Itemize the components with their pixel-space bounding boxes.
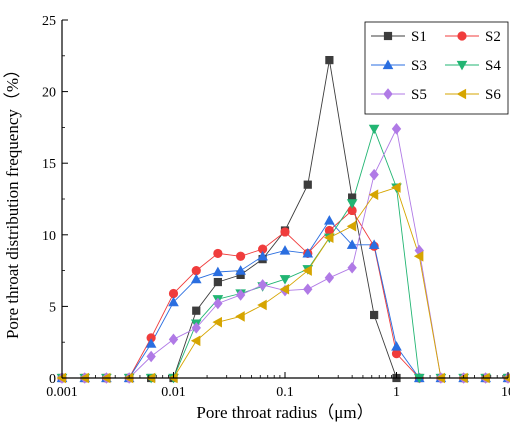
data-point-s1 [325,55,334,65]
legend-label-s3: S3 [411,58,427,74]
data-point-s5 [303,283,313,295]
data-point-s5 [324,271,335,284]
data-point-s4 [346,199,358,209]
data-point-s1 [192,306,201,315]
y-tick-label: 10 [42,229,56,244]
data-point-s6 [235,311,245,322]
legend-marker-s1 [383,31,393,41]
data-point-s1 [303,180,312,189]
data-point-s2 [391,349,402,359]
data-point-s2 [236,251,246,261]
data-point-s1 [213,277,222,287]
data-point-s3 [235,265,246,275]
data-point-s5 [369,168,379,181]
legend-marker-s4 [456,60,468,71]
data-point-s3 [168,296,179,307]
legend-marker-s3 [382,59,394,70]
axes: 0.001 0.01 0.1 1 10 0 5 10 15 20 25 [42,14,510,400]
y-tick-label: 5 [49,300,56,315]
x-tick-label: 0.001 [46,385,78,400]
y-tick-label: 15 [42,157,56,172]
data-point-s5 [235,289,246,301]
data-point-s3 [190,273,202,284]
data-point-s3 [324,215,335,225]
data-point-s6 [257,299,267,311]
legend-marker-s5 [383,88,393,100]
data-point-s3 [145,338,157,348]
data-point-s3 [257,250,268,261]
data-point-s6 [391,182,401,193]
data-point-s4 [368,124,380,135]
x-axis-title: Pore throat radius（μm） [196,403,373,422]
legend-label-s5: S5 [411,87,427,103]
data-point-s3 [391,341,402,351]
legend-label-s2: S2 [485,29,501,45]
data-point-s3 [302,248,314,258]
data-point-s5 [191,322,201,334]
x-tick-label: 10 [501,385,510,400]
data-point-s5 [347,261,357,274]
legend-marker-s6 [456,88,467,100]
data-point-s6 [368,189,379,201]
data-point-s6 [212,316,222,328]
data-point-s2 [280,227,290,237]
data-point-s5 [168,333,179,346]
data-point-s5 [391,123,402,135]
x-tick-label: 0.01 [161,385,186,400]
data-point-s6 [413,250,424,262]
data-point-s1 [370,310,379,320]
data-point-s2 [213,248,223,259]
legend-label-s4: S4 [485,58,501,74]
y-axis-title: Pore throat distribution frequency（%） [3,61,22,339]
x-tick-label: 0.1 [276,385,294,400]
legend-label-s1: S1 [411,29,427,45]
data-point-s2 [191,266,201,276]
legend-marker-s2 [457,31,467,41]
legend: S1 S2 S3 S4 S5 S6 [364,21,509,115]
data-point-s6 [323,232,334,243]
y-tick-label: 25 [42,14,56,29]
data-point-s5 [257,279,268,291]
data-point-s3 [368,239,380,249]
data-point-s6 [190,335,201,347]
y-tick-label: 20 [42,86,56,101]
data-point-s4 [279,275,291,285]
data-point-s6 [302,265,312,276]
data-point-s6 [279,283,290,295]
data-point-s3 [279,245,291,255]
data-point-s3 [212,266,224,277]
y-tick-label: 0 [49,372,56,387]
data-point-s5 [146,350,156,363]
series-line-s3 [62,219,508,379]
data-point-s3 [346,239,358,249]
data-point-s5 [213,297,223,310]
data-point-s6 [346,220,357,232]
data-point-s2 [168,288,179,299]
legend-label-s6: S6 [485,87,501,103]
x-tick-label: 1 [393,385,400,400]
